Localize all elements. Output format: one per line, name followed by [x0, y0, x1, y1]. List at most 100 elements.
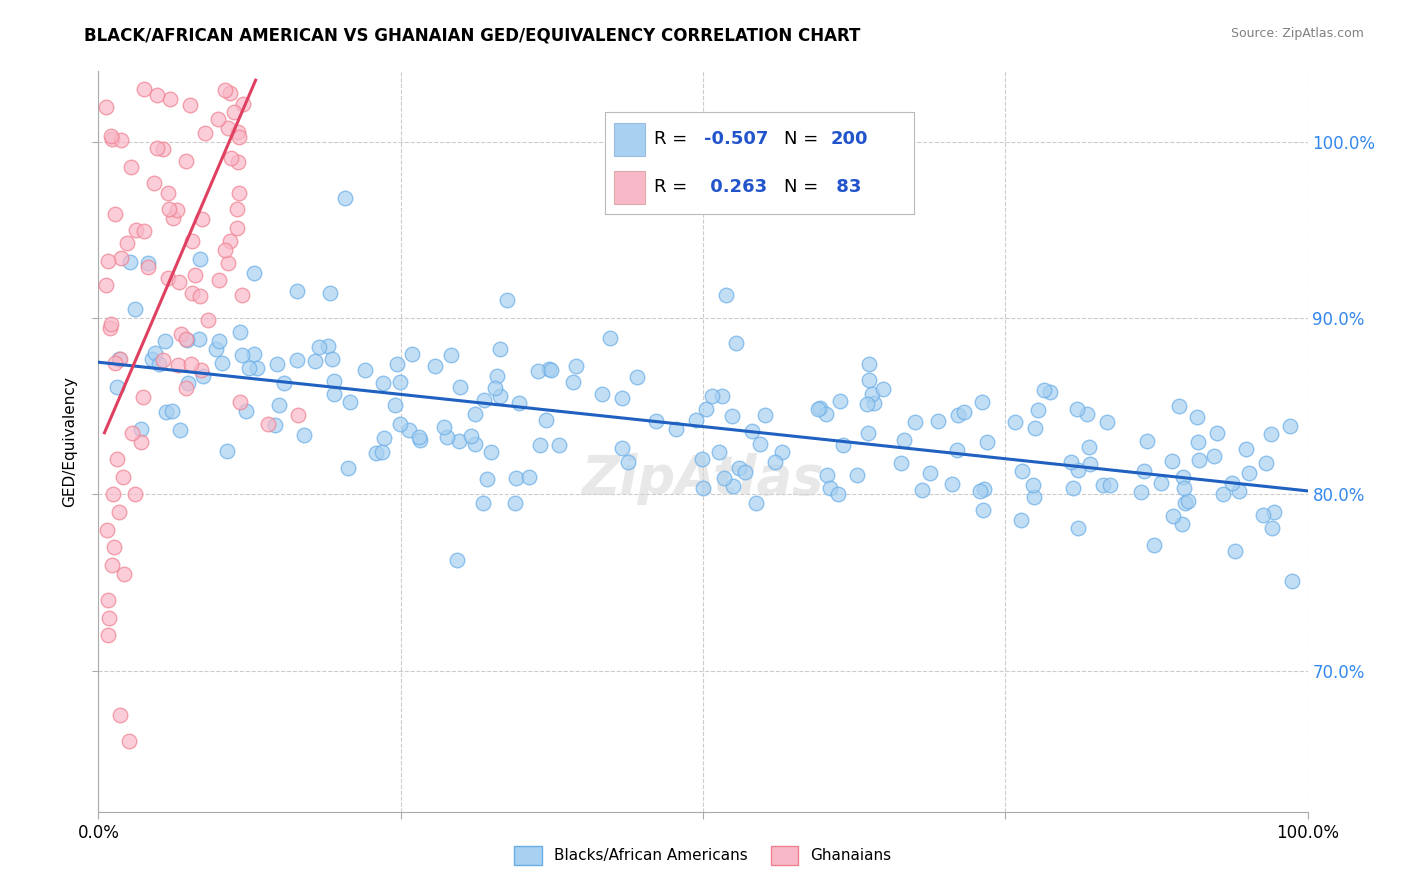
- Point: [471, 496, 494, 510]
- Point: [174, 154, 197, 169]
- Point: [972, 502, 994, 516]
- Point: [207, 334, 229, 349]
- Point: [180, 234, 202, 248]
- Point: [1010, 513, 1032, 527]
- Point: [690, 451, 713, 466]
- Point: [665, 422, 688, 436]
- Point: [591, 387, 613, 401]
- Point: [333, 191, 356, 205]
- Point: [184, 268, 207, 282]
- Point: [235, 404, 257, 418]
- Point: [104, 207, 127, 221]
- Point: [104, 356, 127, 370]
- Point: [100, 128, 122, 143]
- Point: [180, 357, 202, 371]
- Point: [398, 423, 420, 437]
- Point: [1237, 466, 1260, 480]
- Point: [763, 455, 786, 469]
- Point: [188, 332, 211, 346]
- Point: [1143, 538, 1166, 552]
- Point: [1150, 475, 1173, 490]
- Point: [714, 287, 737, 301]
- Point: [148, 357, 170, 371]
- Point: [409, 433, 432, 447]
- Point: [734, 465, 756, 479]
- Point: [121, 425, 143, 440]
- Point: [1077, 440, 1099, 454]
- Point: [969, 484, 991, 499]
- Point: [96, 99, 118, 113]
- Point: [101, 132, 124, 146]
- Point: [176, 334, 198, 348]
- Point: [1028, 403, 1050, 417]
- Point: [858, 373, 880, 387]
- Point: [440, 348, 463, 362]
- Point: [98, 611, 121, 625]
- Point: [120, 255, 142, 269]
- Point: [1011, 463, 1033, 477]
- Point: [190, 363, 212, 377]
- Point: [162, 211, 184, 225]
- Text: -0.507: -0.507: [703, 130, 768, 148]
- Point: [488, 389, 510, 403]
- Point: [389, 417, 412, 431]
- Point: [339, 395, 361, 409]
- Point: [1170, 516, 1192, 531]
- Point: [1095, 415, 1118, 429]
- Point: [713, 471, 735, 485]
- Point: [953, 404, 976, 418]
- Point: [626, 370, 648, 384]
- Point: [489, 342, 512, 356]
- Text: BLACK/AFRICAN AMERICAN VS GHANAIAN GED/EQUIVALENCY CORRELATION CHART: BLACK/AFRICAN AMERICAN VS GHANAIAN GED/E…: [84, 27, 860, 45]
- Point: [353, 363, 375, 377]
- Point: [973, 482, 995, 496]
- Point: [285, 353, 308, 368]
- Point: [862, 395, 884, 409]
- Point: [858, 425, 880, 440]
- Text: 0.263: 0.263: [703, 178, 766, 196]
- Point: [1173, 481, 1195, 495]
- Y-axis label: GED/Equivalency: GED/Equivalency: [62, 376, 77, 507]
- Point: [505, 471, 527, 485]
- Point: [211, 356, 233, 370]
- Point: [616, 455, 638, 469]
- Point: [827, 487, 849, 501]
- Point: [214, 83, 236, 97]
- Point: [540, 362, 562, 376]
- Point: [1132, 464, 1154, 478]
- Point: [486, 368, 509, 383]
- Point: [612, 391, 634, 405]
- Point: [124, 487, 146, 501]
- Point: [1173, 496, 1195, 510]
- Text: ZipAtlas: ZipAtlas: [582, 452, 824, 505]
- Point: [256, 417, 278, 431]
- Point: [517, 470, 540, 484]
- Point: [110, 251, 132, 265]
- Point: [188, 289, 211, 303]
- Point: [856, 397, 879, 411]
- Point: [120, 160, 142, 174]
- Point: [214, 243, 236, 257]
- Point: [110, 133, 132, 147]
- Point: [319, 286, 342, 301]
- Point: [322, 386, 344, 401]
- Point: [231, 348, 253, 362]
- Point: [97, 628, 120, 642]
- Point: [174, 332, 197, 346]
- Point: [893, 434, 915, 448]
- Point: [118, 734, 141, 748]
- Point: [845, 468, 868, 483]
- Point: [266, 358, 288, 372]
- Point: [225, 221, 247, 235]
- Point: [384, 397, 406, 411]
- Point: [727, 460, 749, 475]
- Point: [141, 352, 163, 367]
- Point: [692, 481, 714, 495]
- Point: [155, 405, 177, 419]
- Point: [401, 346, 423, 360]
- Point: [754, 409, 776, 423]
- Point: [945, 443, 967, 458]
- Point: [111, 470, 134, 484]
- Text: R =: R =: [654, 178, 693, 196]
- Point: [228, 155, 250, 169]
